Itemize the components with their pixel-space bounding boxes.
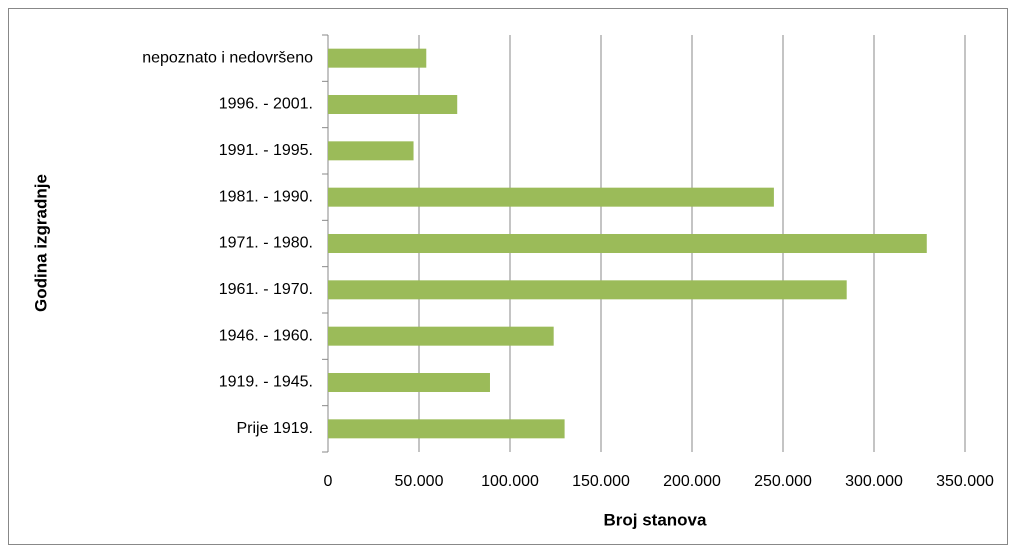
y-tick-label: 1946. - 1960. [219, 327, 313, 344]
x-tick-label: 350.000 [936, 473, 994, 490]
bar [328, 95, 458, 114]
x-tick-label: 200.000 [663, 473, 721, 490]
y-axis-title: Godina izgradnje [31, 174, 50, 312]
bar [328, 141, 414, 161]
x-tick-label: 50.000 [395, 473, 444, 490]
x-tick-label: 300.000 [845, 473, 903, 490]
y-tick-label: 1961. - 1970. [219, 281, 313, 298]
chart-border [8, 8, 1008, 545]
x-axis-title: Broj stanova [604, 510, 708, 529]
bar [328, 373, 490, 392]
x-tick-label: 150.000 [572, 473, 630, 490]
y-tick-label: 1981. - 1990. [219, 188, 313, 205]
y-tick-label: 1991. - 1995. [219, 142, 313, 159]
y-tick-label: 1919. - 1945. [219, 374, 313, 391]
y-tick-label: nepoznato i nedovršeno [142, 49, 313, 66]
bar [328, 326, 554, 346]
bar [328, 280, 847, 300]
y-tick-label: 1971. - 1980. [219, 235, 313, 252]
bar [328, 234, 927, 253]
x-tick-label: 250.000 [754, 473, 812, 490]
bar [328, 419, 565, 439]
x-tick-label: 0 [324, 473, 333, 490]
y-tick-label: 1996. - 2001. [219, 96, 313, 113]
bar [328, 48, 427, 68]
y-tick-label: Prije 1919. [237, 420, 314, 437]
x-tick-label: 100.000 [481, 473, 539, 490]
bar [328, 187, 774, 207]
